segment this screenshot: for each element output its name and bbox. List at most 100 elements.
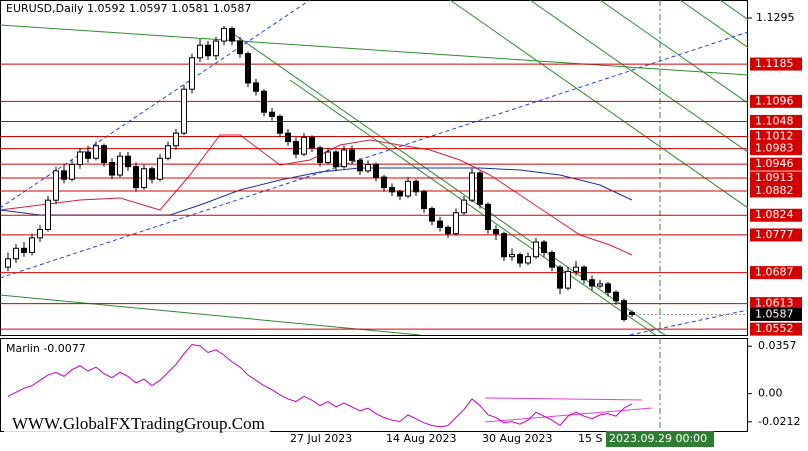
candle-body <box>45 199 51 230</box>
candle-body <box>261 90 267 113</box>
candle-body <box>157 157 163 180</box>
last-price-label: 1.0587 <box>755 307 794 320</box>
candle-body <box>285 132 291 143</box>
level-label-bg <box>750 57 802 71</box>
candle-body <box>621 300 627 321</box>
candle-body <box>29 237 35 254</box>
candle-body <box>509 254 515 258</box>
level-label: 1.1012 <box>755 130 794 143</box>
candle-body <box>53 170 59 201</box>
candle-body <box>13 247 19 260</box>
candle-body <box>61 170 67 180</box>
indicator-line <box>7 343 633 428</box>
y-tick-label: 1.1295 <box>756 11 795 24</box>
level-label: 1.1096 <box>755 94 794 107</box>
candle-body <box>101 145 107 163</box>
level-label: 1.0687 <box>755 266 794 279</box>
candle-body <box>437 220 443 228</box>
candle-body <box>453 212 459 235</box>
candle-body <box>5 258 11 268</box>
level-label-bg <box>750 94 802 108</box>
candle-body <box>445 226 451 235</box>
candle-body <box>165 145 171 159</box>
candle-body <box>485 203 491 230</box>
candle-body <box>613 291 619 302</box>
candle-body <box>189 57 195 90</box>
chart-title: EURUSD,Daily 1.0592 1.0597 1.0581 1.0587 <box>6 2 251 15</box>
level-label-bg <box>750 142 802 156</box>
candle-body <box>149 168 155 180</box>
candle-body <box>125 155 131 168</box>
candle-body <box>469 172 475 201</box>
x-tick-label: 30 Aug 2023 <box>482 432 552 445</box>
candle-body <box>133 166 139 189</box>
candle-body <box>541 241 547 254</box>
candle-body <box>389 187 395 193</box>
candle-body <box>517 254 523 264</box>
candle-body <box>277 115 283 134</box>
candle-body <box>325 151 331 163</box>
candle-body <box>317 147 323 163</box>
level-label-bg <box>750 297 802 311</box>
candle-body <box>565 270 571 289</box>
level-label: 1.0777 <box>755 228 794 241</box>
candle-body <box>69 164 75 180</box>
candle-body <box>221 27 227 42</box>
level-label-bg <box>750 322 802 336</box>
candle-body <box>229 27 235 42</box>
candle-body <box>349 149 355 161</box>
y-tick-label: -0.0212 <box>758 415 800 428</box>
candle-body <box>397 191 403 197</box>
candle-body <box>85 151 91 159</box>
candle-body <box>237 40 243 55</box>
indicator-drawings <box>484 338 661 432</box>
y-tick-label: 0.00 <box>758 387 783 400</box>
x-tick-label: 14 Aug 2023 <box>386 432 456 445</box>
candle-body <box>605 283 611 293</box>
candle-body <box>493 228 499 235</box>
x-tick-label: 27 Jul 2023 <box>290 432 352 445</box>
candle-body <box>301 136 307 155</box>
level-label-bg <box>750 130 802 144</box>
candle-body <box>293 141 299 155</box>
level-label: 1.0824 <box>755 208 794 221</box>
level-label: 1.0613 <box>755 297 794 310</box>
cursor-date-bg <box>606 431 714 447</box>
candle-body <box>557 266 563 289</box>
level-label: 1.0552 <box>755 322 794 335</box>
level-label: 1.0913 <box>755 171 794 184</box>
level-label: 1.0946 <box>755 157 794 170</box>
candle-body <box>477 172 483 205</box>
candle-body <box>181 88 187 134</box>
candle-body <box>205 44 211 57</box>
trend-channel <box>0 0 748 335</box>
level-label-bg <box>750 157 802 171</box>
x-tick-label: 15 S <box>578 432 602 445</box>
candle-body <box>117 155 123 176</box>
candle-body <box>213 40 219 57</box>
candle-body <box>381 176 387 189</box>
candle-body <box>173 132 179 147</box>
candle-body <box>525 256 531 264</box>
candle-body <box>109 161 115 176</box>
candle-body <box>405 180 411 197</box>
candle-body <box>589 279 595 287</box>
candle-body <box>253 82 259 92</box>
level-label: 1.0882 <box>755 184 794 197</box>
candle-body <box>629 311 635 315</box>
candle-body <box>365 164 371 172</box>
candle-body <box>421 191 427 210</box>
candle-body <box>341 149 347 168</box>
level-label-bg <box>750 266 802 280</box>
candle-body <box>21 247 27 254</box>
indicator-title: Marlin -0.0077 <box>6 342 86 355</box>
level-label-bg <box>750 184 802 198</box>
candle-body <box>333 151 339 168</box>
candle-body <box>373 164 379 178</box>
watermark-bg <box>4 412 270 438</box>
candle-body <box>581 266 587 281</box>
candle-body <box>357 159 363 172</box>
level-label: 1.1185 <box>755 57 794 70</box>
drawings <box>0 0 748 335</box>
